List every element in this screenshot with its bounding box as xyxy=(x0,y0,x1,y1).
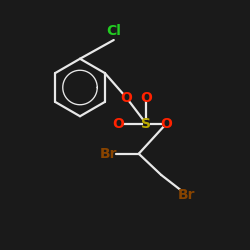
FancyBboxPatch shape xyxy=(114,120,121,127)
Text: Br: Br xyxy=(178,188,195,202)
FancyBboxPatch shape xyxy=(103,150,114,158)
Text: Br: Br xyxy=(100,147,117,161)
Text: O: O xyxy=(120,90,132,104)
FancyBboxPatch shape xyxy=(123,94,130,101)
Text: Cl: Cl xyxy=(106,24,121,38)
FancyBboxPatch shape xyxy=(181,191,192,199)
Text: S: S xyxy=(141,117,151,131)
Text: O: O xyxy=(112,117,124,131)
FancyBboxPatch shape xyxy=(108,27,119,35)
Text: O: O xyxy=(160,117,172,131)
FancyBboxPatch shape xyxy=(163,120,170,127)
FancyBboxPatch shape xyxy=(143,94,150,101)
Text: O: O xyxy=(140,90,152,104)
FancyBboxPatch shape xyxy=(143,120,150,127)
